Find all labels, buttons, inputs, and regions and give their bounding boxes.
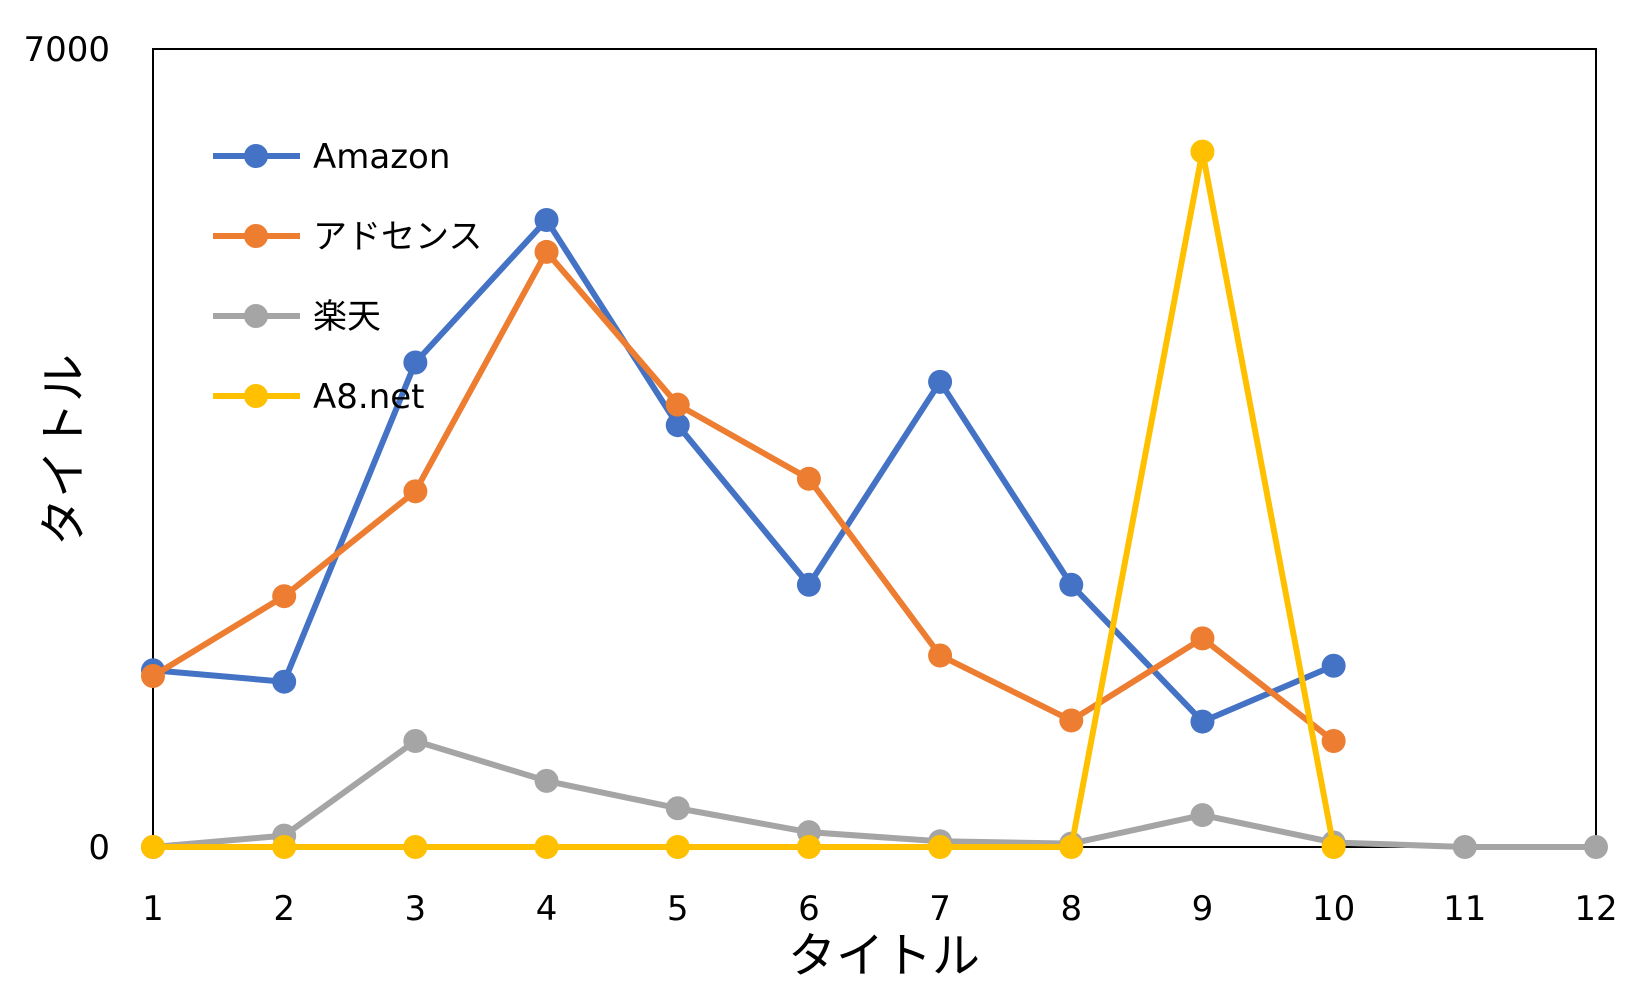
data-point [665,796,690,821]
legend-swatch-marker [244,144,268,168]
y-axis-title: タイトル [36,354,92,546]
data-point [1190,709,1215,734]
data-point [403,728,428,753]
data-point [665,413,690,438]
series [141,208,1346,734]
series-layer [141,139,1608,859]
x-tick-label: 3 [405,889,427,929]
y-tick-label: 7000 [23,30,110,70]
legend-swatch-marker [244,304,268,328]
data-point [534,239,559,264]
series-line [153,148,1337,850]
series [141,239,1346,753]
data-point [1321,728,1346,753]
legend-label: Amazon [313,137,450,177]
x-tick-label: 6 [798,889,820,929]
data-point [1059,572,1084,597]
data-point [1059,835,1084,859]
x-tick-label: 4 [536,889,558,929]
data-point [272,669,297,694]
data-point [272,835,297,859]
series [141,139,1346,859]
data-point [403,350,428,375]
x-tick-label: 5 [667,889,689,929]
x-tick-label: 12 [1574,889,1617,929]
x-tick-label: 9 [1192,889,1214,929]
legend-item: A8.net [213,377,425,417]
data-point [665,392,690,417]
legend-item: アドセンス [213,217,482,257]
data-point [141,835,165,859]
x-tick-label: 7 [929,889,951,929]
series-line [152,737,1596,850]
data-point [796,466,821,491]
x-axis-title: タイトル [788,928,980,984]
data-point [1190,626,1215,651]
data-point [1584,835,1608,859]
series-line [152,217,1335,725]
data-point [403,479,428,504]
data-point [1321,653,1346,678]
data-point [928,643,953,668]
series [141,728,1608,859]
data-point [534,208,559,232]
data-point [534,835,559,859]
x-tick-labels: 1 2 3 4 5 6 7 8 9 10 11 12 [142,889,1617,929]
x-tick-label: 1 [142,889,164,929]
x-tick-label: 10 [1312,889,1355,929]
data-point [1452,835,1477,859]
data-point [141,664,165,688]
data-point [1190,139,1215,164]
legend-item: 楽天 [213,297,381,337]
data-point [796,835,821,859]
legend-label: 楽天 [313,297,381,337]
x-tick-label: 8 [1060,889,1082,929]
legend-label: A8.net [313,377,425,417]
x-tick-label: 11 [1443,889,1486,929]
data-point [928,369,953,394]
legend-label: アドセンス [313,217,482,257]
data-point [1321,835,1346,859]
data-point [272,584,297,609]
data-point [665,835,690,859]
y-tick-labels: 0 7000 [23,30,110,868]
data-point [1059,708,1084,733]
legend-swatch-marker [244,224,268,248]
x-tick-label: 2 [273,889,295,929]
y-tick-label: 0 [88,828,110,868]
data-point [403,835,428,859]
series-line [151,248,1336,744]
data-point [928,835,953,859]
data-point [1190,803,1215,828]
legend-item: Amazon [213,137,450,177]
legend-swatch-marker [244,384,268,408]
data-point [534,768,559,793]
data-point [796,572,821,597]
